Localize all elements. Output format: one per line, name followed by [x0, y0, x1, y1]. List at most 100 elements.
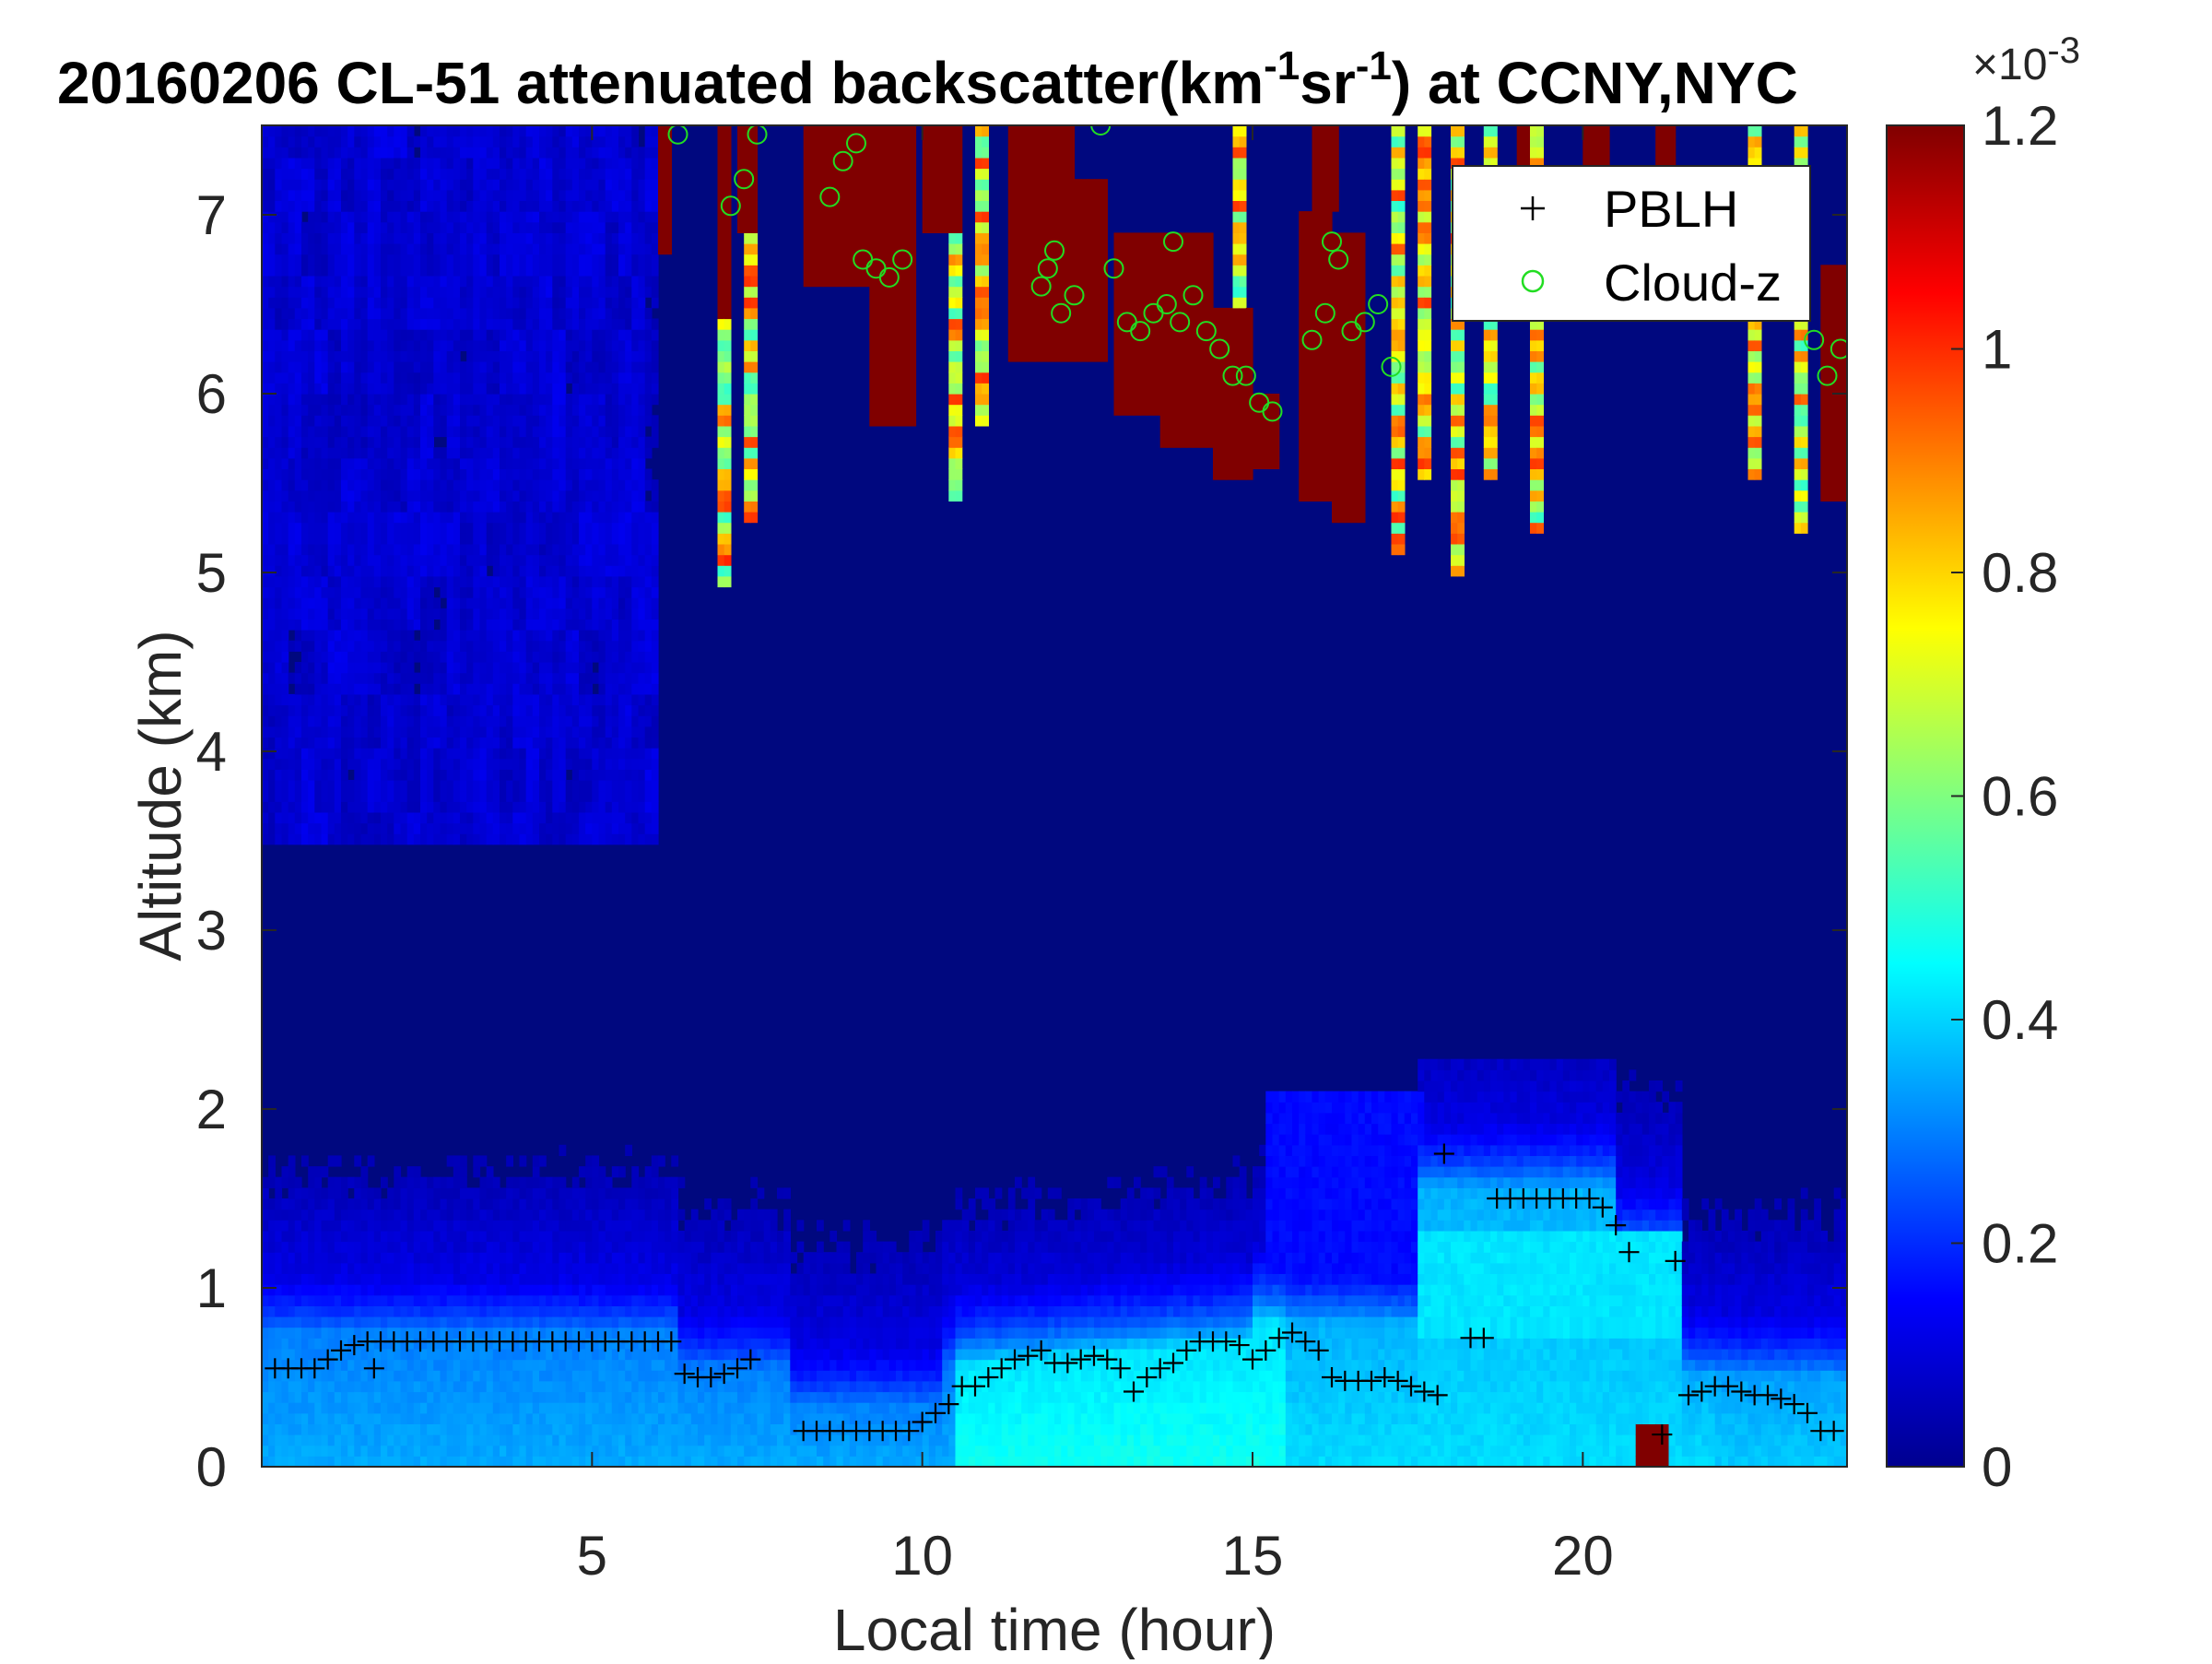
- heatmap-cell: [341, 1349, 348, 1361]
- heatmap-cell: [486, 801, 494, 813]
- heatmap-cell: [460, 801, 467, 813]
- heatmap-cell: [453, 1176, 461, 1188]
- heatmap-cell: [321, 383, 329, 395]
- heatmap-cell: [308, 1220, 315, 1232]
- heatmap-cell: [565, 1380, 573, 1393]
- heatmap-cell: [321, 307, 329, 320]
- heatmap-cell: [598, 1423, 606, 1435]
- heatmap-cell: [506, 565, 513, 577]
- heatmap-cell: [268, 179, 276, 191]
- heatmap-cell: [394, 383, 402, 395]
- heatmap-cell: [288, 211, 296, 223]
- heatmap-cell: [446, 468, 454, 480]
- heatmap-cell: [360, 769, 369, 781]
- heatmap-cell: [579, 243, 586, 255]
- heatmap-cell: [354, 1187, 362, 1199]
- heatmap-cell: [381, 189, 388, 201]
- heatmap-cell: [492, 447, 500, 459]
- heatmap-cell: [446, 630, 454, 642]
- heatmap-cell: [360, 490, 369, 502]
- heatmap-cell: [406, 758, 415, 770]
- heatmap-cell: [546, 597, 553, 609]
- heatmap-cell: [486, 812, 494, 824]
- heatmap-cell: [525, 1176, 534, 1188]
- heatmap-cell: [347, 265, 355, 277]
- heatmap-cell: [486, 748, 494, 760]
- heatmap-cell: [400, 619, 408, 631]
- heatmap-cell: [381, 276, 388, 288]
- heatmap-cell: [262, 651, 269, 663]
- heatmap-cell: [387, 1412, 394, 1424]
- heatmap-cell: [605, 136, 613, 148]
- heatmap-cell: [281, 715, 289, 727]
- heatmap-cell: [473, 651, 481, 663]
- heatmap-cell: [334, 737, 342, 749]
- heatmap-cell: [314, 672, 323, 684]
- heatmap-cell: [552, 822, 560, 834]
- heatmap-cell: [433, 168, 441, 180]
- heatmap-cell: [506, 1155, 513, 1167]
- heatmap-cell: [347, 544, 355, 556]
- heatmap-cell: [327, 189, 335, 201]
- heatmap-cell: [314, 457, 323, 469]
- heatmap-cell: [565, 533, 573, 545]
- heatmap-cell: [598, 1338, 606, 1350]
- heatmap-cell: [294, 297, 302, 309]
- heatmap-cell: [406, 780, 415, 792]
- heatmap-cell: [579, 693, 586, 706]
- heatmap-cell: [394, 404, 402, 416]
- heatmap-cell: [334, 1370, 342, 1382]
- heatmap-cell: [460, 1241, 467, 1253]
- heatmap-cell: [387, 276, 394, 288]
- heatmap-cell: [492, 329, 500, 341]
- heatmap-cell: [525, 801, 534, 813]
- heatmap-cell: [281, 565, 289, 577]
- heatmap-cell: [314, 565, 323, 577]
- heatmap-cell: [394, 1284, 402, 1296]
- heatmap-cell: [492, 307, 500, 320]
- heatmap-cell: [400, 544, 408, 556]
- heatmap-cell: [565, 297, 573, 309]
- heatmap-cell: [394, 1262, 402, 1274]
- heatmap-cell: [347, 211, 355, 223]
- heatmap-cell: [294, 1327, 302, 1339]
- heatmap-cell: [288, 457, 296, 469]
- heatmap-cell: [506, 683, 513, 695]
- heatmap-cell: [394, 1220, 402, 1232]
- heatmap-cell: [373, 1241, 382, 1253]
- heatmap-cell: [268, 1220, 276, 1232]
- heatmap-cell: [275, 619, 283, 631]
- heatmap-cell: [486, 211, 494, 223]
- heatmap-cell: [262, 512, 269, 524]
- heatmap-cell: [262, 200, 269, 212]
- heatmap-cell: [473, 265, 481, 277]
- heatmap-cell: [294, 415, 302, 427]
- heatmap-cell: [394, 339, 402, 351]
- heatmap-cell: [532, 640, 540, 652]
- heatmap-cell: [413, 383, 421, 395]
- heatmap-cell: [308, 179, 315, 191]
- heatmap-cell: [506, 147, 513, 159]
- heatmap-cell: [308, 1166, 315, 1178]
- heatmap-cell: [453, 297, 461, 309]
- heatmap-cell: [406, 1294, 415, 1306]
- heatmap-cell: [506, 479, 513, 491]
- heatmap-cell: [373, 1187, 382, 1199]
- heatmap-cell: [539, 1338, 547, 1350]
- heatmap-cell: [500, 221, 507, 233]
- heatmap-cell: [373, 232, 382, 244]
- heatmap-cell: [420, 608, 428, 620]
- heatmap-cell: [592, 1338, 600, 1350]
- heatmap-cell: [486, 318, 494, 330]
- heatmap-cell: [565, 243, 573, 255]
- heatmap-cell: [301, 575, 309, 588]
- heatmap-cell: [341, 651, 348, 663]
- heatmap-cell: [314, 1412, 323, 1424]
- heatmap-cell: [519, 329, 527, 341]
- heatmap-cell: [400, 780, 408, 792]
- heatmap-cell: [592, 307, 600, 320]
- heatmap-cell: [360, 318, 369, 330]
- heatmap-cell: [598, 254, 606, 266]
- heatmap-cell: [532, 1402, 540, 1414]
- heatmap-cell: [460, 533, 467, 545]
